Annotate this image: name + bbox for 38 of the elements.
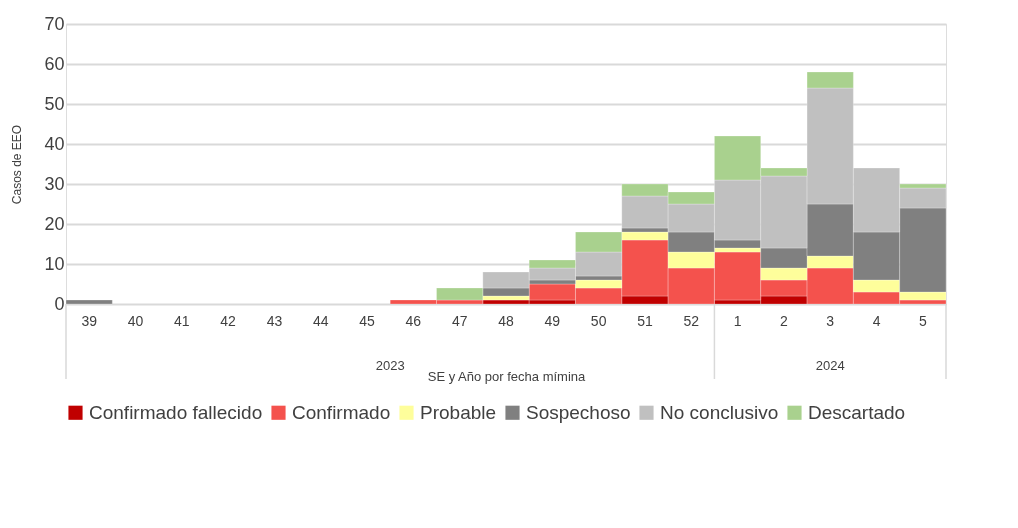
y-tick-label: 20 [44, 213, 65, 234]
legend-label: Descartado [808, 401, 906, 423]
legend-label: Confirmado fallecido [89, 401, 263, 423]
y-tick-label: 10 [44, 253, 65, 274]
legend-label: Sospechoso [526, 401, 631, 423]
x-tick-label: 4 [872, 312, 881, 329]
x-axis-title: SE y Año por fecha mímina [427, 368, 587, 384]
y-tick-label: 30 [44, 173, 65, 194]
x-tick-label: 2 [780, 312, 788, 329]
y-tick-label: 70 [44, 13, 65, 34]
y-tick-label: 60 [44, 53, 65, 74]
x-tick-label: 39 [81, 312, 98, 329]
x-tick-label: 46 [405, 312, 422, 329]
legend-label: Probable [420, 401, 497, 423]
text: 2023 [375, 358, 405, 373]
x-tick-label: 52 [683, 312, 700, 329]
x-tick-label: 3 [826, 312, 835, 329]
x-tick-label: 5 [918, 312, 927, 329]
x-tick-label: 42 [220, 312, 237, 329]
legend-label: No conclusivo [660, 401, 779, 423]
x-tick-label: 40 [127, 312, 144, 329]
x-tick-label: 50 [590, 312, 607, 329]
x-tick-label: 49 [544, 312, 561, 329]
bar [65, 299, 113, 305]
x-tick-label: 45 [359, 312, 376, 329]
x-tick-label: 51 [637, 312, 653, 329]
x-tick-label: 47 [451, 312, 468, 329]
x-tick-label: 41 [174, 312, 190, 329]
text: 2024 [815, 358, 845, 373]
y-tick-label: 50 [44, 93, 65, 114]
x-tick-label: 43 [266, 312, 283, 329]
y-axis-title: Casos de EEO [10, 124, 25, 205]
y-tick-label: 40 [44, 133, 65, 154]
x-tick-label: 48 [498, 312, 514, 329]
legend-label: Confirmado [292, 401, 391, 423]
x-tick-label: 1 [733, 312, 742, 329]
y-tick-label: 0 [54, 293, 65, 314]
x-tick-label: 44 [312, 312, 329, 329]
